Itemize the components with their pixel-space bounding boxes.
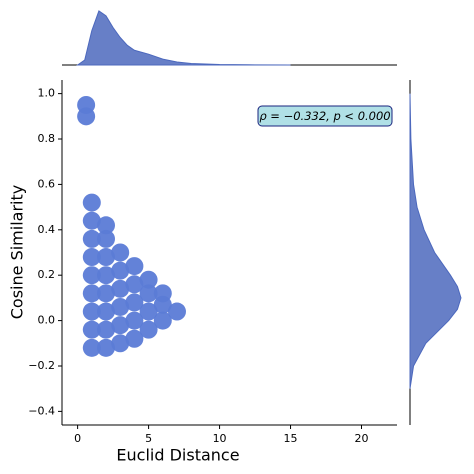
y-tick-label: −0.2 (28, 359, 55, 372)
point (111, 316, 130, 335)
point (153, 284, 172, 303)
x-axis-label: Euclid Distance (116, 446, 239, 465)
point (111, 261, 130, 280)
point (139, 270, 158, 289)
point (125, 311, 144, 330)
x-tick-label: 5 (145, 432, 152, 445)
point (82, 193, 101, 212)
point (139, 302, 158, 321)
annotation-box (257, 105, 393, 127)
x-tick-label: 10 (213, 432, 227, 445)
x-tick-label: 20 (355, 432, 369, 445)
y-tick-label: 0.6 (38, 177, 56, 190)
y-tick-label: −0.4 (28, 404, 55, 417)
point (97, 284, 116, 303)
point (77, 95, 96, 114)
point (82, 338, 101, 357)
point (111, 297, 130, 316)
x-marginal-density (76, 10, 291, 66)
point (82, 284, 101, 303)
point (125, 329, 144, 348)
y-tick-label: 1.0 (38, 87, 56, 100)
y-marginal-density (409, 93, 462, 389)
point (139, 284, 158, 303)
point (111, 334, 130, 353)
y-tick-label: 0.2 (38, 268, 56, 281)
annotation: ρ = −0.332, p < 0.000 (259, 109, 390, 123)
point (97, 216, 116, 235)
point (82, 266, 101, 285)
point (82, 229, 101, 248)
point (111, 243, 130, 262)
point (97, 229, 116, 248)
point (97, 320, 116, 339)
point (82, 248, 101, 267)
point (111, 279, 130, 298)
point (167, 302, 186, 321)
point (97, 266, 116, 285)
y-tick-label: 0.0 (38, 314, 56, 327)
point (82, 211, 101, 230)
point (125, 275, 144, 294)
point (97, 338, 116, 357)
y-tick-label: 0.8 (38, 132, 56, 145)
x-tick-label: 15 (284, 432, 298, 445)
point (139, 320, 158, 339)
y-tick-label: 0.4 (38, 223, 56, 236)
point (97, 248, 116, 267)
point (82, 302, 101, 321)
y-axis-label: Cosine Similarity (8, 185, 27, 319)
point (97, 302, 116, 321)
point (153, 311, 172, 330)
point (125, 293, 144, 312)
point (82, 320, 101, 339)
point (125, 257, 144, 276)
x-tick-label: 0 (74, 432, 81, 445)
